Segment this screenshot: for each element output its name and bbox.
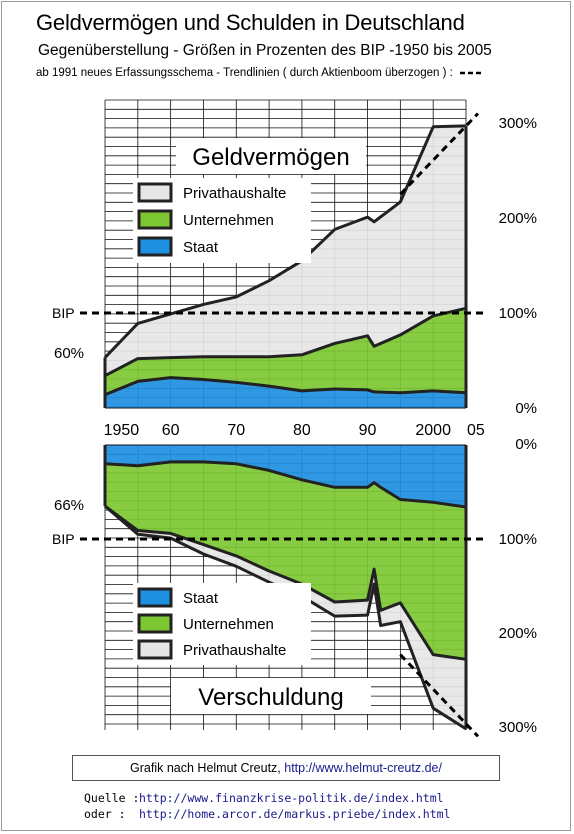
area-staat	[105, 377, 466, 408]
labels: BIP 0% 100% 200% 300% 60% BIP 0% 100% 200% 300% 66%…	[52, 115, 537, 736]
credit-link[interactable]: http://www.helmut-creutz.de/	[284, 761, 442, 775]
series-line-staat	[104, 376, 467, 397]
area-unternehmen	[105, 461, 466, 660]
trend-line	[399, 653, 480, 738]
y-tick-label: 100%	[499, 305, 537, 322]
legend-label: Privathaushalte	[183, 642, 286, 659]
trend-line-legend-icon	[460, 71, 483, 75]
y-tick-label: 300%	[499, 115, 537, 132]
reference-lines	[80, 112, 484, 738]
source-label: oder :	[84, 807, 126, 821]
legends: Geldvermögen Verschuldung Privathaushalte U…	[133, 138, 371, 714]
y-tick-label: 0%	[515, 436, 537, 453]
x-tick-label: 80	[293, 422, 311, 439]
series-line-privathaushalte	[104, 504, 467, 731]
area-privathaushalte	[105, 125, 466, 376]
percent-annotation: 66%	[54, 497, 84, 514]
legend-label: Privathaushalte	[183, 185, 286, 202]
y-tick-label: 200%	[499, 210, 537, 227]
y-tick-label: 0%	[515, 400, 537, 417]
x-tick-label: 70	[227, 422, 245, 439]
legend-label: Staat	[183, 239, 219, 256]
bip-label: BIP	[52, 305, 75, 321]
legend-swatch-staat	[137, 236, 173, 257]
y-tick-label: 300%	[499, 719, 537, 736]
y-tick-label: 100%	[499, 531, 537, 548]
bip-label: BIP	[52, 531, 75, 547]
credit-box: Grafik nach Helmut Creutz, http://www.he…	[72, 755, 500, 781]
area-privathaushalte	[105, 506, 466, 729]
legend-swatch-privathaushalte	[137, 639, 173, 660]
trend-line	[399, 112, 480, 196]
source-row: Quelle : http://www.finanzkrise-politik.…	[84, 791, 444, 805]
legend-label: Unternehmen	[183, 212, 274, 229]
legend-swatch-staat	[137, 587, 173, 608]
series-line-staat	[104, 460, 467, 509]
source-link[interactable]: http://www.finanzkrise-politik.de/index.…	[138, 791, 444, 805]
panel-title-bg	[176, 138, 366, 174]
source-link[interactable]: http://home.arcor.de/markus.priebe/index…	[138, 807, 451, 821]
trend-note: ab 1991 neues Erfassungsschema - Trendli…	[36, 67, 483, 79]
legend-swatch-unternehmen	[137, 613, 173, 634]
trend-note-text: ab 1991 neues Erfassungsschema - Trendli…	[36, 67, 453, 79]
source-row: oder : http://home.arcor.de/markus.prieb…	[84, 807, 451, 821]
legend-swatch-privathaushalte	[137, 182, 173, 203]
x-tick-label: 1950	[104, 422, 140, 439]
legend-label: Staat	[183, 590, 219, 607]
percent-annotation: 60%	[54, 345, 84, 362]
y-tick-label: 200%	[499, 625, 537, 642]
legend-swatch-unternehmen	[137, 209, 173, 230]
credit-text: Grafik nach Helmut Creutz,	[130, 761, 285, 775]
page-title: Geldvermögen und Schulden in Deutschland	[36, 10, 465, 35]
x-tick-label: 90	[359, 422, 377, 439]
area-unternehmen	[105, 308, 466, 395]
panel-title: Verschuldung	[198, 684, 343, 711]
page-subtitle: Gegenüberstellung - Größen in Prozenten …	[38, 42, 492, 59]
series-line-unternehmen	[104, 504, 467, 661]
x-tick-label: 05	[467, 422, 485, 439]
source-label: Quelle :	[84, 791, 140, 805]
series-line-unternehmen	[104, 306, 467, 378]
panel-title: Geldvermögen	[192, 144, 349, 171]
x-tick-label: 60	[162, 422, 180, 439]
x-tick-label: 2000	[415, 422, 451, 439]
panel-title-bg	[171, 678, 371, 714]
legend-label: Unternehmen	[183, 616, 274, 633]
